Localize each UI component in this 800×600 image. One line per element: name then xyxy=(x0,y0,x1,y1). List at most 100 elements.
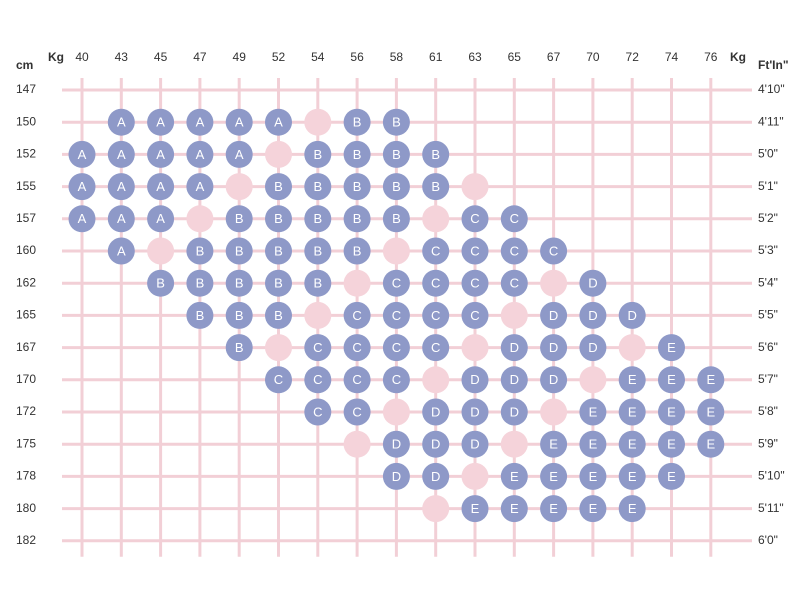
size-letter: B xyxy=(156,276,165,291)
size-circle xyxy=(225,108,253,136)
size-letter: E xyxy=(628,469,637,484)
size-circle xyxy=(147,269,175,297)
size-circle xyxy=(304,269,332,297)
size-circle xyxy=(540,462,568,490)
size-letter: B xyxy=(196,276,205,291)
boundary-circle xyxy=(540,269,568,297)
size-letter: C xyxy=(313,372,322,387)
size-letter: E xyxy=(549,469,558,484)
size-circle xyxy=(343,108,371,136)
size-circle xyxy=(304,140,332,168)
boundary-circle xyxy=(382,237,410,265)
size-circle xyxy=(422,430,450,458)
kg-label: 58 xyxy=(390,50,404,64)
size-circle xyxy=(147,205,175,233)
boundary-circle xyxy=(618,334,646,362)
cm-label: 157 xyxy=(16,211,36,225)
size-letter: C xyxy=(392,276,401,291)
size-letter: B xyxy=(313,243,322,258)
size-circle xyxy=(225,334,253,362)
boundary-circle xyxy=(186,205,214,233)
size-circle xyxy=(579,301,607,329)
size-letter: C xyxy=(431,340,440,355)
cm-label: 150 xyxy=(16,114,36,128)
size-letter: E xyxy=(628,404,637,419)
size-circle xyxy=(265,301,292,329)
size-letter: E xyxy=(471,501,480,516)
kg-label: 43 xyxy=(115,50,129,64)
size-circle xyxy=(107,205,135,233)
size-circle xyxy=(422,398,450,426)
cm-label: 182 xyxy=(16,533,36,547)
ft-label: 4'11" xyxy=(758,114,784,128)
size-circle xyxy=(461,301,489,329)
ft-header: Ft'In" xyxy=(758,58,789,72)
kg-label: 56 xyxy=(350,50,364,64)
size-circle xyxy=(382,366,410,394)
size-letter: E xyxy=(628,501,637,516)
size-circle xyxy=(382,301,410,329)
size-letter: D xyxy=(470,404,479,419)
boundary-circle xyxy=(304,301,332,329)
boundary-circle xyxy=(265,140,292,168)
size-circle xyxy=(658,430,685,458)
size-circle xyxy=(618,301,646,329)
size-circle xyxy=(382,430,410,458)
boundary-circle xyxy=(304,108,332,136)
size-letter: A xyxy=(117,147,126,162)
size-letter: E xyxy=(667,469,676,484)
size-letter: B xyxy=(353,147,362,162)
size-letter: C xyxy=(470,308,479,323)
size-letter: C xyxy=(431,243,440,258)
size-letter: C xyxy=(352,340,361,355)
size-circle xyxy=(107,173,135,201)
size-circle xyxy=(422,237,450,265)
size-letter: B xyxy=(392,179,401,194)
size-letter: B xyxy=(235,340,244,355)
size-circle xyxy=(658,366,685,394)
size-letter: E xyxy=(549,501,558,516)
size-circle xyxy=(540,430,568,458)
size-circle xyxy=(618,430,646,458)
size-circle xyxy=(500,205,528,233)
cm-label: 162 xyxy=(16,275,36,289)
size-circle xyxy=(422,334,450,362)
size-letter: A xyxy=(117,179,126,194)
kg-label: 47 xyxy=(193,50,207,64)
size-letter: C xyxy=(392,340,401,355)
size-circle xyxy=(186,108,214,136)
size-letter: A xyxy=(235,147,244,162)
size-circle xyxy=(225,205,253,233)
boundary-circle xyxy=(147,237,175,265)
kg-label: 49 xyxy=(233,50,247,64)
size-letter: C xyxy=(352,404,361,419)
size-circle xyxy=(186,237,214,265)
ft-label: 5'6" xyxy=(758,340,778,354)
size-letter: A xyxy=(156,211,165,226)
size-circle xyxy=(422,301,450,329)
boundary-circle xyxy=(422,495,450,523)
size-circle xyxy=(382,462,410,490)
size-circle xyxy=(147,140,175,168)
size-letter: A xyxy=(78,179,87,194)
boundary-circle xyxy=(540,398,568,426)
size-circle xyxy=(304,334,332,362)
ft-label: 6'0" xyxy=(758,533,778,547)
size-letter: A xyxy=(156,147,165,162)
size-circle xyxy=(186,173,214,201)
size-circle xyxy=(107,140,135,168)
size-letter: A xyxy=(78,211,87,226)
size-circle xyxy=(697,366,725,394)
ft-label: 5'10" xyxy=(758,469,785,483)
size-letter: A xyxy=(78,147,87,162)
size-letter: B xyxy=(313,276,322,291)
size-circle xyxy=(343,173,371,201)
cm-header: cm xyxy=(16,58,33,72)
size-circle xyxy=(540,334,568,362)
boundary-circle xyxy=(500,301,528,329)
size-letter: C xyxy=(470,243,479,258)
kg-header-left: Kg xyxy=(48,50,64,64)
kg-label: 70 xyxy=(586,50,600,64)
size-circle xyxy=(265,237,292,265)
